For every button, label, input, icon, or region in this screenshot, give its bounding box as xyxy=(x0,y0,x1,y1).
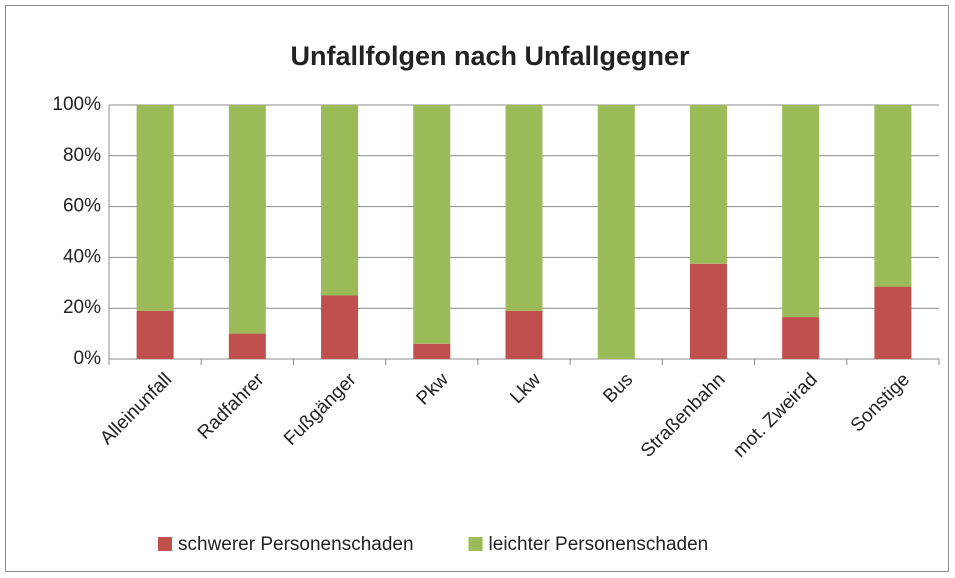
bar-segment xyxy=(597,105,635,359)
y-tick-label: 100% xyxy=(52,94,101,115)
y-tick-label: 60% xyxy=(63,196,101,217)
bar-segment xyxy=(413,105,451,344)
bar-segment xyxy=(228,105,266,334)
bar-segment xyxy=(413,343,451,359)
bar-segment xyxy=(136,310,174,359)
y-tick-label: 40% xyxy=(63,246,101,267)
bar-segment xyxy=(505,105,543,311)
y-tick-label: 80% xyxy=(63,145,101,166)
bar-segment xyxy=(689,263,727,359)
y-tick-label: 0% xyxy=(74,348,102,369)
bar-segment xyxy=(689,105,727,264)
bar-segment xyxy=(874,286,912,359)
bar-segment xyxy=(505,310,543,359)
bar-segment xyxy=(782,317,820,359)
legend-swatch xyxy=(158,537,172,551)
bar-segment xyxy=(321,105,359,296)
bar-segment xyxy=(136,105,174,311)
chart-title: Unfallfolgen nach Unfallgegner xyxy=(290,41,690,71)
bar-segment xyxy=(228,333,266,359)
legend-label: leichter Personenschaden xyxy=(489,534,709,555)
y-tick-label: 20% xyxy=(63,297,101,318)
legend-label: schwerer Personenschaden xyxy=(178,534,414,555)
bar-segment xyxy=(874,105,912,287)
legend-swatch xyxy=(468,537,483,551)
bar-segment xyxy=(321,295,359,359)
bar-segment xyxy=(782,105,820,318)
